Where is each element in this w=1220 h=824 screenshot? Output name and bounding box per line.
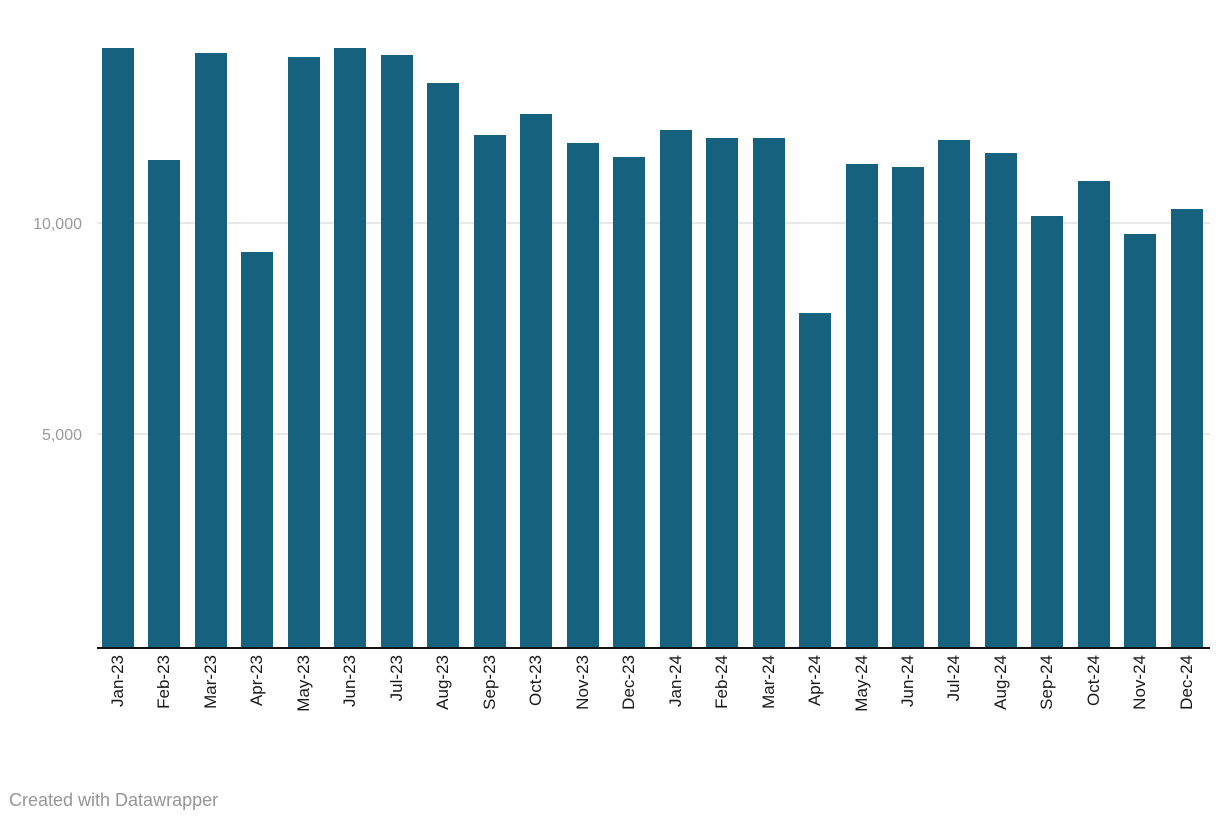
x-tick-label-jun-23: Jun-23 xyxy=(340,655,360,707)
x-tick-label-aug-24: Aug-24 xyxy=(990,655,1010,710)
x-tick-label-feb-24: Feb-24 xyxy=(712,655,732,709)
bar-aug-23[interactable] xyxy=(427,82,460,647)
bar-apr-23[interactable] xyxy=(241,252,274,647)
x-tick-label-may-24: May-24 xyxy=(851,655,871,712)
bar-jul-24[interactable] xyxy=(938,139,971,647)
x-tick-label-nov-24: Nov-24 xyxy=(1130,655,1150,710)
x-tick-label-dec-24: Dec-24 xyxy=(1176,655,1196,710)
x-tick-label-jul-23: Jul-23 xyxy=(386,655,406,702)
bar-mar-24[interactable] xyxy=(752,137,785,647)
bar-jun-24[interactable] xyxy=(891,167,924,647)
x-tick-label-feb-23: Feb-23 xyxy=(154,655,174,709)
datawrapper-attribution-link[interactable]: Created with Datawrapper xyxy=(9,790,219,810)
plot-area xyxy=(97,0,1210,649)
x-tick-label-nov-23: Nov-23 xyxy=(572,655,592,710)
bar-oct-24[interactable] xyxy=(1077,181,1110,647)
bar-sep-23[interactable] xyxy=(473,134,506,647)
x-tick-label-jan-24: Jan-24 xyxy=(665,655,685,707)
x-tick-label-jul-24: Jul-24 xyxy=(944,655,964,702)
x-tick-label-jun-24: Jun-24 xyxy=(897,655,917,707)
gridline-5000 xyxy=(97,432,1210,435)
bar-jan-24[interactable] xyxy=(659,130,692,647)
x-tick-label-sep-23: Sep-23 xyxy=(479,655,499,710)
bar-may-24[interactable] xyxy=(845,163,878,647)
x-tick-label-apr-24: Apr-24 xyxy=(805,655,825,707)
bar-apr-24[interactable] xyxy=(799,312,832,647)
x-tick-label-apr-23: Apr-23 xyxy=(247,655,267,707)
x-tick-label-sep-24: Sep-24 xyxy=(1037,655,1057,710)
bar-dec-23[interactable] xyxy=(613,156,646,647)
bar-jan-23[interactable] xyxy=(102,48,134,647)
gridline-10000 xyxy=(97,222,1210,224)
bar-oct-23[interactable] xyxy=(520,114,553,647)
x-tick-label-dec-23: Dec-23 xyxy=(619,655,639,710)
bar-jun-23[interactable] xyxy=(334,48,367,647)
y-tick-label-5000: 5,000 xyxy=(41,426,82,444)
x-tick-label-aug-23: Aug-23 xyxy=(433,655,453,710)
bar-aug-24[interactable] xyxy=(984,153,1017,647)
bar-mar-23[interactable] xyxy=(194,52,227,647)
x-tick-label-oct-23: Oct-23 xyxy=(526,655,546,707)
x-tick-label-oct-24: Oct-24 xyxy=(1083,655,1103,707)
bar-dec-24[interactable] xyxy=(1170,209,1203,647)
y-tick-label-10000: 10,000 xyxy=(33,216,82,233)
x-tick-label-may-23: May-23 xyxy=(293,655,313,712)
bar-feb-23[interactable] xyxy=(148,160,181,647)
bar-may-23[interactable] xyxy=(287,56,320,647)
x-tick-label-mar-23: Mar-23 xyxy=(200,655,220,709)
bar-jul-23[interactable] xyxy=(380,54,413,647)
x-tick-label-jan-23: Jan-23 xyxy=(108,655,127,707)
x-tick-label-mar-24: Mar-24 xyxy=(758,655,778,709)
bar-sep-24[interactable] xyxy=(1031,216,1064,647)
bar-feb-24[interactable] xyxy=(706,137,739,647)
bar-nov-24[interactable] xyxy=(1124,234,1157,647)
bar-nov-23[interactable] xyxy=(566,142,599,647)
